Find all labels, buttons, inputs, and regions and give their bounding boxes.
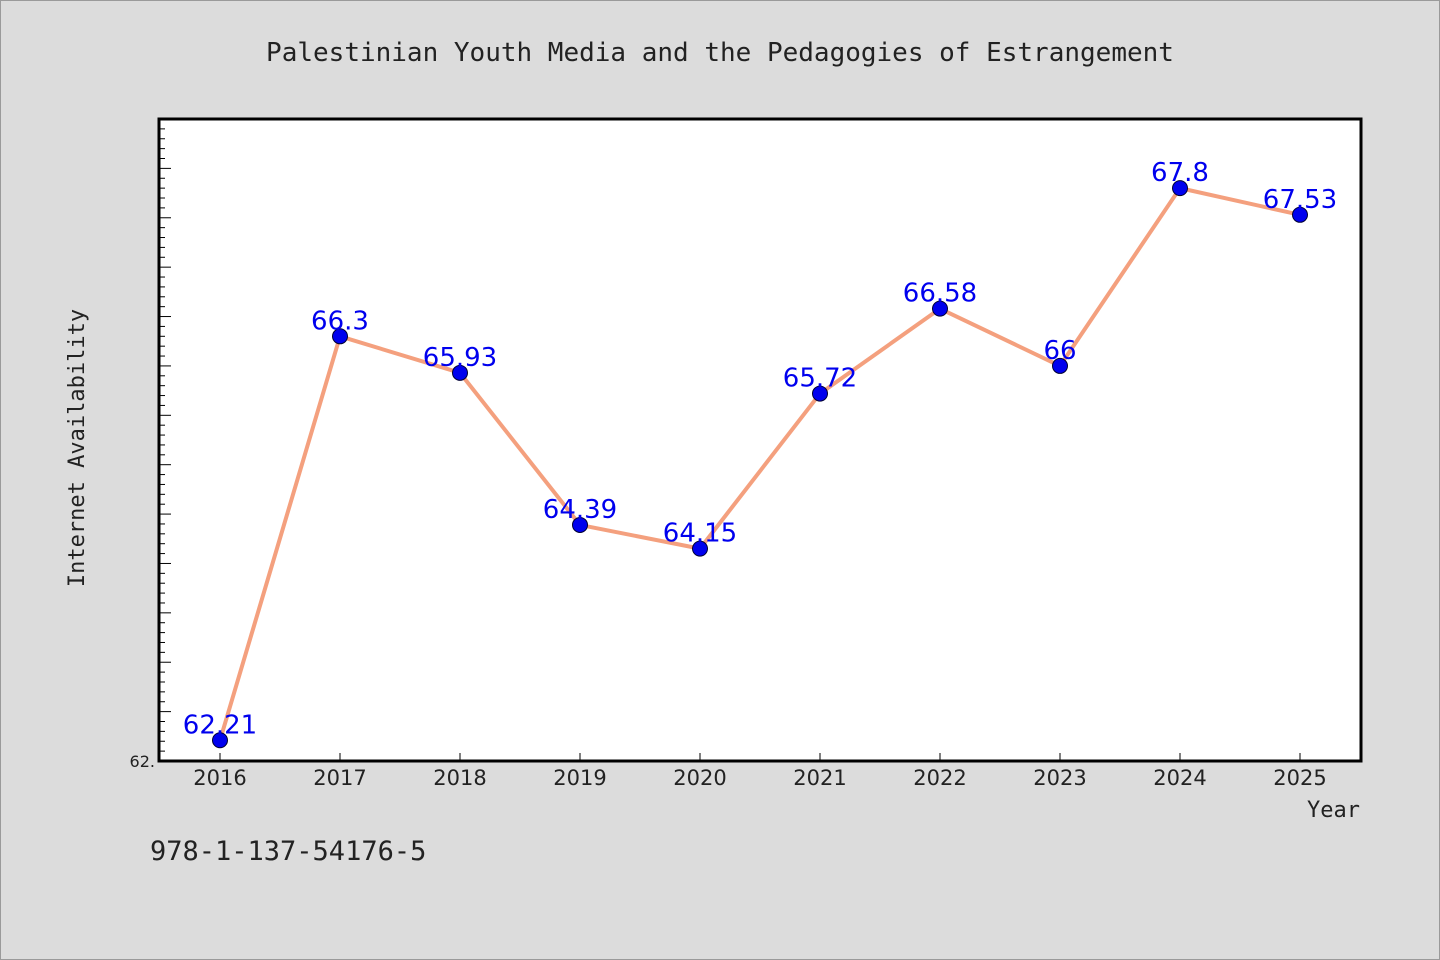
x-tick-label: 2020 <box>673 766 726 790</box>
data-point <box>1292 206 1308 223</box>
data-label: 67.8 <box>1151 158 1209 188</box>
chart-title: Palestinian Youth Media and the Pedagogi… <box>266 38 1174 68</box>
data-label: 65.93 <box>423 343 497 373</box>
data-point <box>332 328 348 345</box>
data-point <box>1172 180 1188 197</box>
x-tick-label: 2021 <box>793 766 846 790</box>
x-tick-label: 2019 <box>553 766 606 790</box>
y-axis-label: Internet Availability <box>65 309 90 587</box>
plot-area <box>157 117 1363 763</box>
data-point <box>572 516 588 533</box>
x-tick-label: 2017 <box>313 766 366 790</box>
series-layer: 62.21 66.3 65.93 64.39 64.15 65.72 66.58 66 67.8… <box>183 158 1337 749</box>
data-label: 66.58 <box>903 279 977 309</box>
y-axis-ticks: 62. <box>130 128 171 771</box>
series-line <box>218 186 1301 741</box>
x-tick-label: 2016 <box>193 766 246 790</box>
data-point <box>1052 357 1068 374</box>
data-label: 64.15 <box>663 519 737 549</box>
data-point <box>812 385 828 402</box>
data-label: 62.21 <box>183 710 257 740</box>
x-tick-label: 2022 <box>913 766 966 790</box>
data-point <box>692 540 708 557</box>
data-label: 65.72 <box>783 364 857 394</box>
x-axis-label: Year <box>1307 798 1360 823</box>
y-tick-label: 62. <box>130 752 155 771</box>
data-label: 66 <box>1043 336 1076 366</box>
x-tick-label: 2023 <box>1033 766 1086 790</box>
x-axis-ticks: 2016 2017 2018 2019 2020 2021 2022 2023 2024 2025 <box>193 753 1327 790</box>
data-label: 64.39 <box>543 495 617 525</box>
x-tick-label: 2025 <box>1273 766 1326 790</box>
x-tick-label: 2018 <box>433 766 486 790</box>
data-label: 67.53 <box>1263 185 1337 215</box>
isbn-text: 978-1-137-54176-5 <box>150 836 427 867</box>
data-point <box>932 300 948 317</box>
data-point <box>212 732 228 749</box>
x-tick-label: 2024 <box>1153 766 1206 790</box>
data-point <box>452 364 468 381</box>
data-label: 66.3 <box>311 306 369 336</box>
